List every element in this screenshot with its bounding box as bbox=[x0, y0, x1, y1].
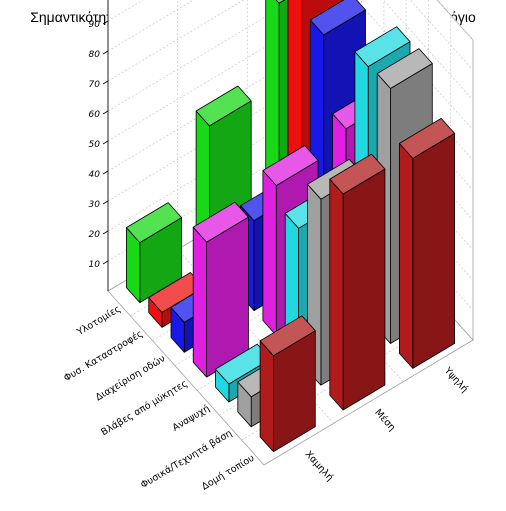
bar bbox=[398, 118, 456, 369]
bar-face-top bbox=[329, 153, 386, 195]
bar-face-top bbox=[309, 0, 366, 36]
z-tick-label: 30 bbox=[89, 200, 101, 210]
grid-line bbox=[107, 75, 474, 251]
grid-line bbox=[107, 15, 474, 191]
bar-face-top bbox=[215, 343, 272, 385]
category-label: Δομή τοπίου bbox=[200, 453, 256, 493]
bar bbox=[126, 202, 183, 304]
bar-face-top bbox=[192, 201, 249, 243]
bar-face-top bbox=[398, 118, 456, 159]
bar-face-front bbox=[412, 132, 456, 369]
bar-face-top bbox=[195, 85, 252, 127]
z-tick-mark bbox=[102, 80, 109, 85]
bar bbox=[329, 153, 386, 411]
bar-face-side bbox=[259, 340, 274, 453]
bar-face-top bbox=[376, 48, 433, 89]
bar-face-side bbox=[262, 170, 277, 336]
bar-face-top bbox=[259, 315, 316, 357]
level-label: Μέση bbox=[372, 407, 397, 433]
z-tick-label: 70 bbox=[89, 80, 101, 90]
chart-bars bbox=[126, 0, 456, 453]
z-tick-mark bbox=[102, 200, 109, 205]
category-label: Αναψυχή bbox=[171, 403, 212, 434]
bar-face-front bbox=[342, 168, 386, 411]
z-tick-label: 80 bbox=[89, 50, 101, 60]
bar bbox=[192, 201, 249, 378]
z-tick-label: 60 bbox=[89, 110, 101, 120]
z-tick-mark bbox=[102, 140, 109, 145]
z-tick-label: 50 bbox=[89, 140, 101, 150]
category-label: Υλοτομίες bbox=[74, 304, 122, 339]
z-tick-mark bbox=[102, 20, 109, 25]
z-tick-mark bbox=[102, 230, 109, 235]
z-tick-mark bbox=[102, 50, 109, 55]
grid-line bbox=[107, 0, 474, 131]
bar bbox=[259, 315, 316, 453]
bar-face-top bbox=[126, 202, 183, 244]
z-tick-label: 20 bbox=[89, 230, 101, 240]
z-tick-mark bbox=[102, 260, 109, 265]
bar-face-side bbox=[192, 226, 208, 378]
z-tick-label: 90 bbox=[89, 20, 101, 30]
bar-face-side bbox=[398, 142, 414, 369]
level-label: Χαμηλή bbox=[303, 449, 336, 484]
bar-face-top bbox=[275, 0, 286, 4]
bar-face-top bbox=[262, 145, 319, 186]
bar-face-top bbox=[354, 26, 411, 67]
z-tick-mark bbox=[102, 110, 109, 115]
bar-face-side bbox=[329, 178, 344, 411]
z-tick-mark bbox=[102, 170, 109, 175]
z-tick-label: 40 bbox=[89, 170, 101, 180]
z-tick-label: 10 bbox=[89, 260, 101, 270]
level-label: Υψηλή bbox=[441, 365, 470, 395]
